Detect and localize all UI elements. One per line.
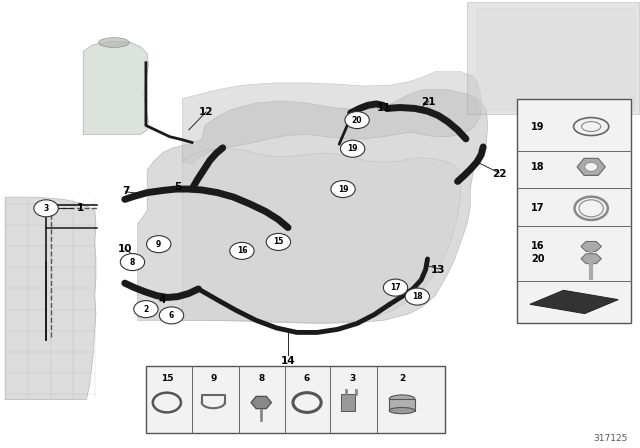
Text: 1: 1: [76, 203, 84, 213]
Text: 2: 2: [143, 305, 148, 314]
Bar: [146, 366, 445, 433]
Circle shape: [34, 200, 58, 217]
Polygon shape: [83, 41, 148, 134]
Polygon shape: [138, 90, 488, 323]
Circle shape: [159, 307, 184, 324]
Text: 3: 3: [44, 204, 49, 213]
Text: 4: 4: [158, 295, 166, 305]
Ellipse shape: [99, 38, 129, 47]
Text: 8: 8: [130, 258, 135, 267]
Text: 20: 20: [531, 254, 545, 264]
Circle shape: [134, 301, 158, 318]
Polygon shape: [477, 9, 635, 110]
Circle shape: [147, 236, 171, 253]
Text: 11: 11: [377, 103, 391, 113]
Polygon shape: [182, 72, 481, 164]
Text: 20: 20: [352, 116, 362, 125]
Text: 12: 12: [199, 107, 213, 117]
Circle shape: [331, 181, 355, 198]
Text: 6: 6: [169, 311, 174, 320]
Bar: [389, 399, 415, 410]
Circle shape: [383, 279, 408, 296]
Text: 10: 10: [118, 244, 132, 254]
Text: 3: 3: [349, 374, 356, 383]
Polygon shape: [530, 290, 618, 314]
Text: 19: 19: [338, 185, 348, 194]
Text: 317125: 317125: [593, 434, 627, 443]
Text: 19: 19: [348, 144, 358, 153]
Text: 15: 15: [161, 374, 173, 383]
Text: 5: 5: [174, 182, 182, 192]
Text: 16: 16: [531, 241, 545, 251]
Text: 19: 19: [531, 121, 545, 132]
Text: 17: 17: [531, 203, 545, 213]
Circle shape: [230, 242, 254, 259]
Polygon shape: [581, 241, 602, 251]
Polygon shape: [581, 254, 602, 264]
Text: 13: 13: [431, 265, 445, 275]
Circle shape: [405, 288, 429, 305]
Circle shape: [585, 162, 598, 172]
Text: 2: 2: [399, 374, 405, 383]
Text: 18: 18: [531, 162, 545, 172]
Text: 7: 7: [122, 186, 129, 196]
Text: 17: 17: [390, 283, 401, 292]
Polygon shape: [251, 396, 271, 409]
Bar: [341, 395, 355, 410]
Text: 21: 21: [422, 97, 436, 107]
Polygon shape: [5, 197, 96, 400]
Text: 14: 14: [281, 356, 295, 366]
Text: 8: 8: [258, 374, 264, 383]
Text: 15: 15: [273, 237, 284, 246]
Circle shape: [120, 254, 145, 271]
Polygon shape: [467, 2, 639, 114]
Circle shape: [266, 233, 291, 250]
Text: 9: 9: [156, 240, 161, 249]
Ellipse shape: [389, 395, 415, 403]
Text: 6: 6: [304, 374, 310, 383]
Text: 16: 16: [237, 246, 247, 255]
Circle shape: [345, 112, 369, 129]
Ellipse shape: [389, 408, 415, 414]
Text: 22: 22: [492, 169, 506, 179]
Circle shape: [340, 140, 365, 157]
Polygon shape: [577, 158, 605, 176]
Text: 18: 18: [412, 292, 422, 301]
Text: 9: 9: [210, 374, 216, 383]
Polygon shape: [182, 149, 461, 323]
Bar: [517, 99, 631, 323]
